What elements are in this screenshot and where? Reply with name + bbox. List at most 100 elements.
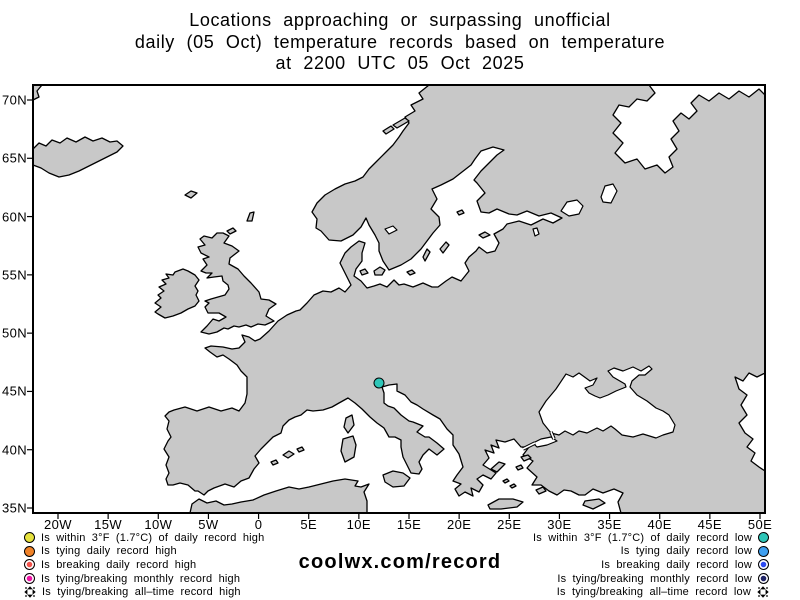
island-bornholm (406, 269, 416, 276)
bosphorus-strait-water (550, 431, 555, 440)
island-great-britain (197, 232, 277, 335)
ring-marker-icon (758, 573, 769, 585)
y-tick-label: 55N (1, 267, 27, 283)
x-tick-label: 20E (446, 517, 472, 532)
legend-item: Is breaking daily record low (601, 558, 769, 572)
legend-item: Is tying/breaking monthly record high (24, 572, 264, 586)
title-line-3: at 2200 UTC 05 Oct 2025 (275, 53, 525, 73)
legend-item-label: Is breaking daily record low (601, 558, 752, 571)
island-saaremaa (478, 231, 491, 239)
all-time-record-icon (757, 586, 769, 598)
legend-item-label: Is within 3°F (1.7°C) of daily record lo… (533, 531, 752, 544)
island-orkney (226, 227, 237, 235)
watermark-text: coolwx.com/record (298, 551, 502, 573)
lake-ladoga (560, 199, 584, 217)
black-sea-and-azov (538, 365, 676, 439)
island-cyclades-1 (502, 478, 510, 484)
circle-marker-icon (758, 532, 769, 544)
circle-marker-icon (24, 532, 35, 544)
x-tick-label: 5W (198, 517, 219, 532)
x-tick-label: 40E (647, 517, 672, 532)
island-lofoten-2 (382, 125, 395, 135)
legend-item-label: Is tying/breaking monthly record high (41, 572, 241, 585)
x-tick-label: 10W (144, 517, 173, 532)
island-euboea (490, 461, 506, 473)
island-menorca (296, 446, 305, 453)
legend-item: Is tying/breaking all–time record low (557, 585, 769, 599)
island-lesbos (520, 454, 532, 462)
x-tick-label: 50E (747, 517, 773, 532)
island-ibiza (270, 459, 279, 466)
x-tick-label: 10E (346, 517, 372, 532)
lake-vanern (384, 225, 398, 235)
lake-onega (600, 183, 618, 204)
legend-record-high: Is within 3°F (1.7°C) of daily record hi… (24, 531, 264, 599)
x-tick-label: 0 (254, 517, 263, 532)
legend-item: Is within 3°F (1.7°C) of daily record lo… (533, 531, 769, 545)
circle-marker-icon (24, 545, 35, 557)
island-gotland (439, 241, 450, 254)
island-sicily (382, 470, 411, 488)
legend-item-label: Is tying daily record high (41, 545, 177, 558)
island-cyclades-2 (509, 483, 517, 489)
circle-marker-icon (758, 545, 769, 557)
legend-item-label: Is breaking daily record high (41, 558, 197, 571)
legend-item: Is within 3°F (1.7°C) of daily record hi… (24, 531, 264, 545)
x-tick-label: 5E (300, 517, 318, 532)
lake-peipus (532, 227, 540, 237)
title-line-2: daily (05 Oct) temperature records based… (134, 31, 666, 52)
all-time-record-icon (24, 586, 36, 598)
island-sardinia (340, 435, 357, 463)
island-iceland (32, 136, 124, 178)
sea-of-marmara (532, 436, 558, 448)
island-cyprus (582, 498, 606, 510)
europe-map (27, 84, 766, 519)
island-funen (359, 268, 369, 276)
y-tick-label: 60N (1, 209, 27, 225)
x-tick-label: 25E (497, 517, 522, 532)
legend-item: Is tying daily record high (24, 545, 264, 559)
island-zealand (373, 266, 386, 276)
island-corsica (343, 414, 355, 434)
legend-item-label: Is tying/breaking all–time record high (42, 586, 241, 599)
x-tick-label: 20W (44, 517, 72, 532)
coastline-north-africa (189, 478, 370, 514)
island-shetland (246, 211, 255, 222)
x-tick-label: 45E (697, 517, 723, 532)
y-axis-ticks (27, 99, 33, 509)
y-tick-label: 45N (1, 383, 27, 399)
page-title: Locations approaching or surpassing unof… (0, 10, 800, 75)
island-oland (422, 248, 431, 262)
island-faroe (184, 190, 198, 199)
x-axis-ticks (57, 513, 761, 519)
legend-item-label: Is tying daily record low (620, 545, 752, 558)
legend-item: Is tying/breaking all–time record high (24, 585, 264, 599)
legend-item-label: Is within 3°F (1.7°C) of daily record hi… (41, 531, 265, 544)
x-tick-label: 15E (396, 517, 422, 532)
ring-marker-icon (24, 573, 35, 585)
map-svg (27, 84, 766, 519)
x-tick-label: 15W (94, 517, 123, 532)
ring-marker-icon (24, 559, 35, 571)
y-tick-label: 50N (1, 325, 27, 341)
legend-item-label: Is tying/breaking all–time record low (556, 586, 751, 599)
map-frame (32, 84, 766, 514)
island-ireland (154, 268, 200, 319)
island-chios (515, 464, 524, 471)
legend-item: Is breaking daily record high (24, 558, 264, 572)
legend-record-low: Is within 3°F (1.7°C) of daily record lo… (533, 531, 769, 599)
x-tick-label: 30E (547, 517, 572, 532)
ring-marker-icon (758, 559, 769, 571)
y-tick-label: 35N (1, 500, 27, 516)
legend-item: Is tying/breaking monthly record low (557, 572, 769, 586)
y-axis-labels: 70N 65N 60N 55N 50N 45N 40N 35N (0, 85, 29, 516)
island-greenland-corner (32, 84, 43, 101)
island-lofoten-1 (392, 117, 410, 129)
island-crete (487, 498, 524, 510)
record-point-marker (373, 377, 385, 389)
y-tick-label: 65N (1, 150, 27, 166)
island-mallorca (282, 450, 295, 459)
title-line-1: Locations approaching or surpassing unof… (189, 10, 611, 30)
legend-item-label: Is tying/breaking monthly record low (557, 572, 752, 585)
